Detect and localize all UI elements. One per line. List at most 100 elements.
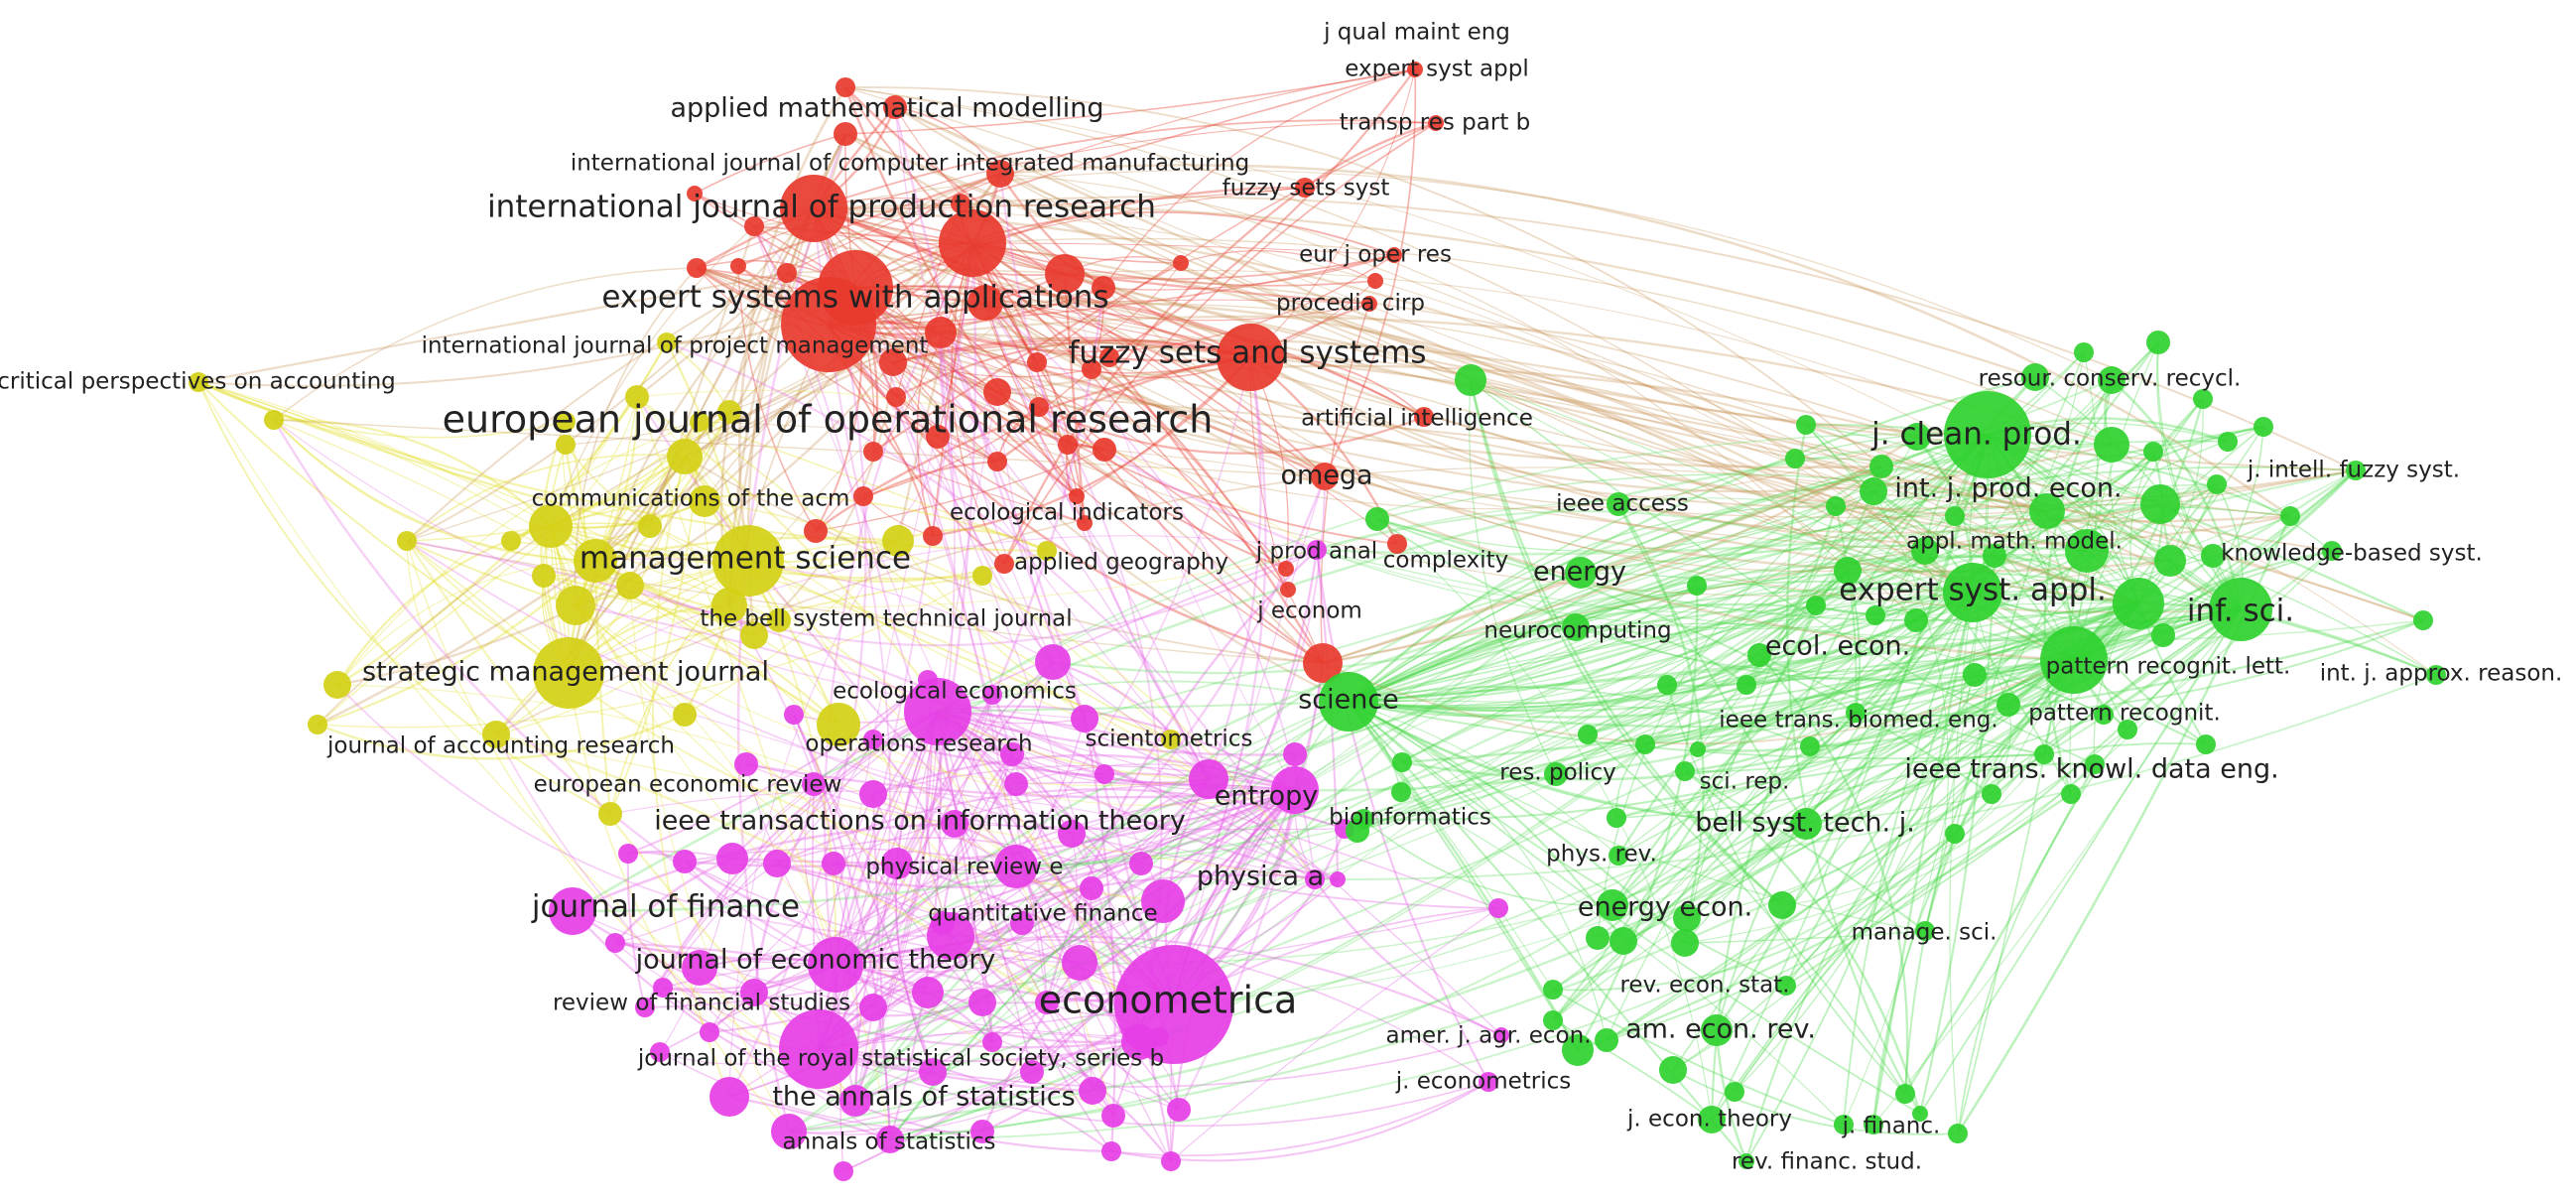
- network-node[interactable]: [712, 525, 784, 597]
- network-node[interactable]: [1311, 463, 1339, 490]
- network-node[interactable]: [2280, 506, 2300, 526]
- network-node[interactable]: [1189, 759, 1228, 799]
- network-node[interactable]: [1161, 1151, 1181, 1171]
- network-node[interactable]: [1785, 449, 1805, 468]
- network-node[interactable]: [970, 1120, 994, 1143]
- network-node[interactable]: [1562, 1034, 1594, 1066]
- network-node[interactable]: [700, 1022, 719, 1042]
- network-node[interactable]: [2426, 665, 2446, 685]
- network-node[interactable]: [1035, 644, 1071, 680]
- node-label[interactable]: bioinformatics: [1329, 805, 1491, 831]
- network-node[interactable]: [1027, 352, 1047, 372]
- network-node[interactable]: [1141, 879, 1185, 923]
- network-node[interactable]: [1915, 921, 1935, 941]
- network-node[interactable]: [834, 1161, 853, 1181]
- network-node[interactable]: [2065, 529, 2109, 573]
- node-label[interactable]: procedia cirp: [1276, 291, 1425, 317]
- network-node[interactable]: [967, 285, 1003, 321]
- network-node[interactable]: [2201, 544, 2225, 568]
- node-label[interactable]: applied mathematical modelling: [670, 93, 1103, 124]
- node-label[interactable]: j. financ.: [1842, 1114, 1941, 1139]
- network-node[interactable]: [2146, 331, 2170, 354]
- network-node[interactable]: [1687, 576, 1707, 596]
- network-node[interactable]: [1834, 557, 1862, 585]
- network-node[interactable]: [863, 730, 883, 749]
- node-label[interactable]: pattern recognit.: [2028, 701, 2221, 727]
- node-label[interactable]: sci. rep.: [1700, 769, 1790, 795]
- network-node[interactable]: [482, 721, 510, 748]
- network-node[interactable]: [653, 978, 673, 998]
- network-node[interactable]: [740, 621, 768, 649]
- node-label[interactable]: ieee transactions on information theory: [654, 806, 1186, 837]
- network-node[interactable]: [1280, 582, 1296, 598]
- node-label[interactable]: ieee access: [1556, 491, 1689, 517]
- network-node[interactable]: [1428, 115, 1444, 131]
- network-node[interactable]: [673, 703, 697, 727]
- node-label[interactable]: journal of economic theory: [635, 945, 996, 976]
- network-node[interactable]: [1058, 435, 1078, 455]
- network-node[interactable]: [2143, 442, 2163, 462]
- node-label[interactable]: neurocomputing: [1483, 618, 1671, 644]
- node-label[interactable]: expert systems with applications: [601, 280, 1108, 316]
- network-node[interactable]: [1982, 784, 2001, 804]
- node-label[interactable]: ecological indicators: [950, 500, 1184, 526]
- network-node[interactable]: [1361, 296, 1377, 312]
- node-label[interactable]: applied geography: [1014, 550, 1228, 576]
- network-node[interactable]: [740, 979, 768, 1006]
- network-node[interactable]: [1690, 741, 1706, 757]
- node-label[interactable]: international journal of computer integr…: [571, 151, 1249, 177]
- node-label[interactable]: pattern recognit. lett.: [2046, 654, 2291, 680]
- node-label[interactable]: energy econ.: [1578, 892, 1752, 923]
- network-node[interactable]: [771, 1114, 807, 1149]
- node-label[interactable]: journal of accounting research: [326, 733, 675, 759]
- network-node[interactable]: [1903, 423, 1931, 451]
- node-label[interactable]: transp res part b: [1340, 110, 1531, 136]
- network-node[interactable]: [1077, 515, 1093, 531]
- network-node[interactable]: [1271, 766, 1319, 814]
- network-node[interactable]: [926, 425, 950, 449]
- network-node[interactable]: [1479, 1072, 1498, 1092]
- network-node[interactable]: [1607, 808, 1626, 828]
- node-label[interactable]: rev. financ. stud.: [1732, 1149, 1922, 1175]
- network-node[interactable]: [2021, 363, 2049, 391]
- node-label[interactable]: knowledge-based syst.: [2221, 541, 2483, 567]
- node-label[interactable]: management science: [580, 541, 911, 577]
- node-label[interactable]: j. econ. theory: [1626, 1107, 1792, 1132]
- node-label[interactable]: fuzzy sets and systems: [1068, 335, 1426, 371]
- node-label[interactable]: ecological economics: [833, 679, 1077, 705]
- node-label[interactable]: phys. rev.: [1546, 842, 1657, 867]
- network-node[interactable]: [1586, 926, 1610, 950]
- network-node[interactable]: [2074, 342, 2094, 362]
- network-node[interactable]: [1790, 808, 1822, 840]
- network-node[interactable]: [939, 209, 1006, 277]
- network-node[interactable]: [556, 586, 595, 625]
- network-node[interactable]: [1045, 254, 1085, 294]
- network-node[interactable]: [2322, 541, 2342, 561]
- network-node[interactable]: [734, 752, 758, 776]
- node-label[interactable]: res. policy: [1499, 760, 1615, 786]
- network-node[interactable]: [1796, 415, 1816, 435]
- network-node[interactable]: [616, 572, 644, 600]
- network-node[interactable]: [1737, 675, 1756, 695]
- network-node[interactable]: [1093, 438, 1116, 462]
- network-node[interactable]: [1493, 1027, 1509, 1043]
- network-node[interactable]: [1082, 359, 1101, 379]
- network-node[interactable]: [1675, 761, 1695, 781]
- network-node[interactable]: [834, 122, 857, 146]
- network-node[interactable]: [804, 519, 828, 543]
- network-node[interactable]: [808, 937, 863, 993]
- network-node[interactable]: [853, 486, 873, 506]
- network-node[interactable]: [2154, 545, 2186, 577]
- node-label[interactable]: annals of statistics: [782, 1130, 995, 1155]
- network-node[interactable]: [2034, 744, 2054, 764]
- network-node[interactable]: [744, 216, 764, 236]
- network-node[interactable]: [264, 410, 284, 430]
- network-node[interactable]: [1365, 507, 1389, 531]
- network-node[interactable]: [994, 845, 1038, 888]
- network-node[interactable]: [1035, 991, 1059, 1014]
- network-node[interactable]: [690, 412, 709, 432]
- network-node[interactable]: [1330, 871, 1346, 887]
- node-label[interactable]: energy: [1533, 557, 1626, 588]
- node-label[interactable]: strategic management journal: [362, 657, 769, 688]
- node-label[interactable]: resour. conserv. recycl.: [1979, 366, 2242, 392]
